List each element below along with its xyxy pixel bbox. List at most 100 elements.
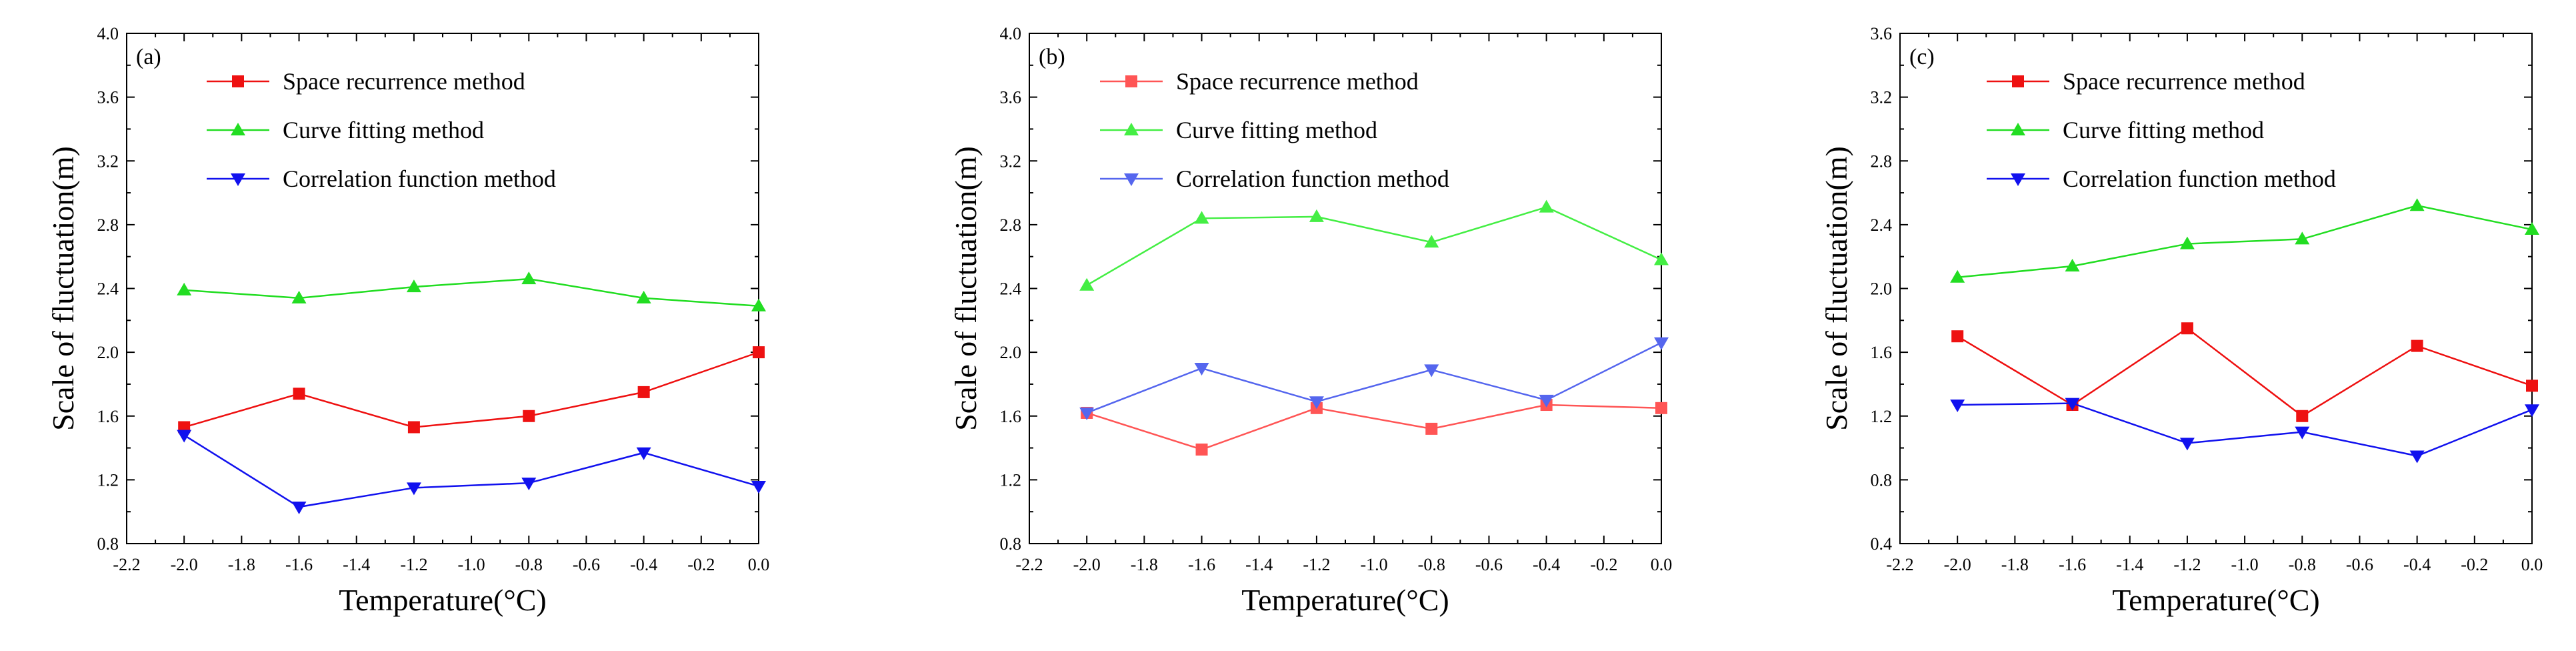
data-point [523, 410, 535, 422]
data-point [2181, 322, 2193, 335]
x-tick-label: -1.8 [1131, 555, 1158, 574]
data-point [636, 290, 651, 303]
y-tick-label: 0.8 [1000, 534, 1022, 554]
data-point [2526, 380, 2538, 392]
legend-label: Correlation function method [1176, 165, 1449, 192]
legend-marker [1125, 75, 1137, 87]
y-tick-label: 4.0 [1000, 24, 1022, 43]
y-tick-label: 2.8 [1000, 215, 1022, 235]
y-axis-label: Scale of fluctuation(m) [1819, 146, 1853, 431]
x-tick-label: 0.0 [748, 555, 770, 574]
y-tick-label: 2.4 [97, 279, 119, 299]
data-point [1950, 269, 1965, 283]
data-point [1309, 209, 1324, 222]
x-tick-label: -1.2 [1303, 555, 1330, 574]
series-line [184, 277, 759, 307]
y-tick-label: 2.8 [97, 215, 119, 235]
data-point [1655, 402, 1667, 414]
y-tick-label: 1.6 [1000, 407, 1022, 426]
data-point [1079, 407, 1095, 420]
y-tick-label: 2.0 [97, 343, 119, 362]
legend-entry-2: Curve fitting method [1987, 117, 2264, 143]
x-tick-label: -2.2 [1886, 555, 1913, 574]
series-line [1957, 204, 2533, 279]
y-tick-label: 4.0 [97, 24, 119, 43]
legend-entry-1: Space recurrence method [1987, 68, 2305, 95]
chart-panel-1: -2.2 -2.0 -1.8 -1.6 -1.4 -1.2 -1.0 -0.8 -0.6 -0.4… [46, 24, 769, 617]
x-tick-label: 0.0 [1651, 555, 1673, 574]
data-point [1194, 363, 1209, 376]
legend-entry-1: Space recurrence method [207, 68, 525, 95]
series-line [183, 434, 759, 508]
x-tick-label: -2.2 [1015, 555, 1043, 574]
series-line [1086, 206, 1662, 286]
y-tick-label: 2.8 [1871, 151, 1893, 171]
legend-marker [232, 75, 244, 87]
data-point [1424, 364, 1439, 378]
data-point [521, 271, 537, 285]
x-tick-label: -1.8 [2001, 555, 2029, 574]
legend-label: Space recurrence method [1176, 68, 1419, 95]
x-tick-label: -1.0 [2231, 555, 2259, 574]
panel-label: (b) [1039, 45, 1065, 69]
data-point [2409, 198, 2425, 211]
series-3 [1950, 398, 2539, 464]
data-point [2525, 404, 2539, 418]
y-tick-label: 3.2 [1000, 151, 1022, 171]
series-line [1086, 404, 1662, 451]
x-tick-label: -0.8 [515, 555, 543, 574]
series-1 [1081, 399, 1667, 456]
legend-entry-2: Curve fitting method [207, 117, 484, 143]
data-point [2409, 450, 2425, 464]
x-tick-label: -0.6 [1475, 555, 1503, 574]
y-tick-label: 2.4 [1000, 279, 1022, 299]
data-point [1654, 337, 1669, 350]
x-tick-label: -0.2 [2461, 555, 2488, 574]
legend-entry-1: Space recurrence method [1100, 68, 1419, 95]
data-point [1654, 252, 1669, 265]
x-tick-label: -1.6 [2059, 555, 2086, 574]
y-tick-label: 0.8 [1871, 470, 1893, 490]
x-tick-label: -2.0 [1944, 555, 1971, 574]
legend-label: Space recurrence method [283, 68, 525, 95]
plot-frame [1899, 33, 2533, 544]
x-tick-label: -0.2 [1590, 555, 1617, 574]
y-tick-label: 3.2 [97, 151, 119, 171]
data-point [1951, 330, 1964, 343]
data-point [177, 282, 192, 295]
y-axis-label: Scale of fluctuation(m) [46, 146, 80, 431]
data-point [2525, 222, 2539, 235]
legend-entry-3: Correlation function method [1987, 165, 2336, 192]
series-1 [178, 346, 765, 434]
data-point [1425, 422, 1438, 435]
y-tick-label: 0.4 [1871, 534, 1893, 554]
data-point [2065, 259, 2080, 272]
data-point [751, 480, 766, 494]
series-line [1957, 402, 2533, 457]
data-point [1539, 394, 1554, 408]
panel-label: (a) [136, 45, 161, 69]
y-tick-label: 2.0 [1871, 279, 1893, 299]
y-tick-label: 1.6 [1871, 343, 1893, 362]
data-point [2296, 410, 2309, 422]
y-tick-label: 3.6 [1871, 24, 1893, 43]
x-tick-label: -2.2 [113, 555, 140, 574]
x-tick-label: -0.8 [2289, 555, 2316, 574]
legend-marker [2011, 173, 2025, 186]
y-tick-label: 3.6 [97, 88, 119, 107]
data-point [293, 388, 305, 400]
data-point [2411, 340, 2423, 352]
data-point [291, 290, 307, 303]
x-tick-label: -0.6 [2346, 555, 2373, 574]
x-tick-label: -1.6 [1188, 555, 1215, 574]
legend-label: Correlation function method [2063, 165, 2336, 192]
legend-marker [2011, 123, 2025, 135]
legend-marker [231, 123, 245, 135]
x-axis-label: Temperature(°C) [1241, 583, 1449, 617]
series-2 [1079, 199, 1669, 291]
legend-marker [231, 173, 245, 186]
x-tick-label: -1.6 [285, 555, 313, 574]
x-tick-label: -2.0 [171, 555, 198, 574]
